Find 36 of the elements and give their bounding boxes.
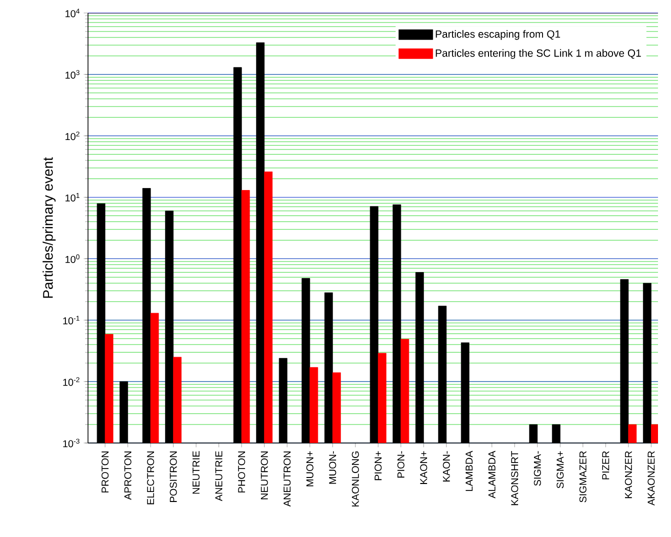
- y-tick-label: 10$^{-3}$: [63, 438, 80, 448]
- x-tick-label: MUON-: [329, 451, 336, 484]
- y-axis-title: Particles/primary event: [42, 157, 56, 298]
- x-tick-label: NEUTRIE: [192, 451, 200, 494]
- x-tick-label: KAONZER: [624, 451, 632, 498]
- x-tick-label: KAONSHRT: [511, 450, 518, 506]
- x-tick-label: SIGMA-: [534, 451, 541, 486]
- y-tick-label: 10$^{3}$: [66, 70, 80, 79]
- x-tick-label: MUON+: [306, 451, 314, 486]
- x-tick-label: PIZER: [602, 451, 610, 480]
- x-tick-label: PION+: [374, 451, 382, 480]
- x-tick-label: AKAONZER: [648, 451, 655, 506]
- y-tick-label: 10$^{2}$: [66, 132, 80, 140]
- x-tick-label: LAMBDA: [466, 450, 473, 491]
- legend-label: Particles entering the SC Link 1 m above Q1: [436, 49, 641, 59]
- y-tick-label: 10$^{4}$: [66, 8, 80, 18]
- x-tick-label: KAONLONG: [352, 451, 359, 506]
- y-tick-label: 10$^{-2}$: [63, 377, 80, 386]
- x-tick-label: APROTON: [124, 452, 132, 500]
- x-tick-label: POSITRON: [170, 452, 177, 502]
- x-tick-label: SIGMA+: [556, 451, 564, 488]
- y-tick-label: 10$^{0}$: [66, 254, 80, 263]
- x-tick-label: PION-: [397, 451, 404, 478]
- x-tick-label: ANEUTRON: [284, 452, 291, 507]
- x-tick-label: NEUTRON: [260, 452, 268, 500]
- x-tick-label: ALAMBDA: [488, 450, 496, 498]
- x-tick-label: PHOTON: [238, 452, 246, 492]
- x-tick-label: SIGMAZER: [579, 451, 586, 502]
- x-tick-label: PROTON: [102, 452, 109, 492]
- x-tick-label: ANEUTRIE: [215, 451, 222, 502]
- x-tick-label: ELECTRON: [147, 452, 154, 504]
- x-tick-label: KAON-: [442, 451, 450, 482]
- y-tick-label: 10$^{1}$: [66, 193, 80, 202]
- x-tick-label: KAON+: [420, 451, 428, 484]
- y-tick-label: 10$^{-1}$: [63, 316, 80, 324]
- legend-label: Particles escaping from Q1: [436, 30, 560, 40]
